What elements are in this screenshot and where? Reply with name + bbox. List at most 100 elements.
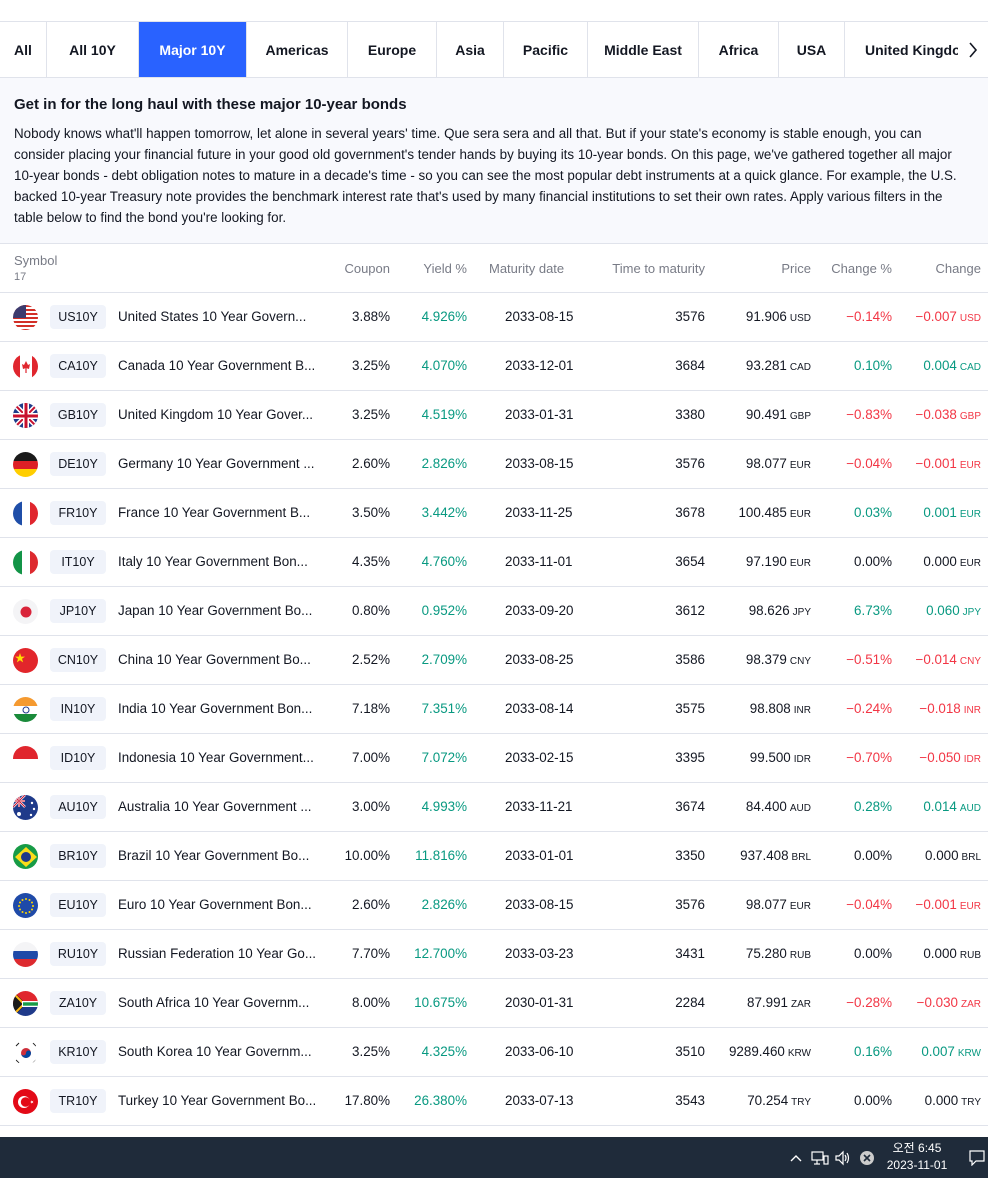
tab-europe[interactable]: Europe <box>348 22 437 77</box>
table-row[interactable]: CA10Y Canada 10 Year Government B... 3.25%… <box>0 342 988 391</box>
change-value: 0.014 <box>923 799 957 814</box>
tab-major-10y[interactable]: Major 10Y <box>139 22 247 77</box>
table-row[interactable]: AU10Y Australia 10 Year Government ... 3.0… <box>0 783 988 832</box>
yield-cell: 4.519% <box>421 407 467 422</box>
change-currency: EUR <box>959 901 981 912</box>
table-row[interactable]: EU10Y Euro 10 Year Government Bon... 2.60%… <box>0 881 988 930</box>
tab-africa[interactable]: Africa <box>699 22 779 77</box>
tabs-scroll-right-button[interactable] <box>958 21 988 78</box>
tab-all[interactable]: All <box>0 22 47 77</box>
symbol-badge[interactable]: JP10Y <box>50 599 106 623</box>
symbol-badge[interactable]: CN10Y <box>50 648 106 672</box>
network-icon[interactable] <box>810 1137 830 1178</box>
tab-americas[interactable]: Americas <box>247 22 348 77</box>
change-value: −0.030 <box>916 995 958 1010</box>
tab-all-10y[interactable]: All 10Y <box>47 22 139 77</box>
bond-name[interactable]: Canada 10 Year Government B... <box>118 358 316 373</box>
table-row[interactable]: DE10Y Germany 10 Year Government ... 2.60%… <box>0 440 988 489</box>
symbol-badge[interactable]: BR10Y <box>50 844 106 868</box>
za-flag-icon <box>13 991 38 1016</box>
table-row[interactable]: TR10Y Turkey 10 Year Government Bo... 17.8… <box>0 1077 988 1126</box>
header-symbol[interactable]: Symbol <box>14 253 58 268</box>
table-row[interactable]: IN10Y India 10 Year Government Bon... 7.18… <box>0 685 988 734</box>
symbol-badge[interactable]: GB10Y <box>50 403 106 427</box>
change-percent-cell: −0.04% <box>846 897 892 912</box>
symbol-badge[interactable]: FR10Y <box>50 501 106 525</box>
symbol-badge[interactable]: US10Y <box>50 305 106 329</box>
au-flag-icon <box>13 795 38 820</box>
coupon-cell: 3.25% <box>352 358 390 373</box>
id-flag-icon <box>13 746 38 771</box>
mute-x-icon[interactable] <box>857 1137 877 1178</box>
change-currency: INR <box>963 705 981 716</box>
header-coupon[interactable]: Coupon <box>344 261 390 276</box>
table-row[interactable]: KR10Y South Korea 10 Year Governm... 3.25%… <box>0 1028 988 1077</box>
price-value: 98.626 <box>748 603 790 618</box>
price-cell: 75.280 RUB <box>746 930 811 978</box>
notification-icon[interactable] <box>966 1137 988 1178</box>
bond-name[interactable]: Germany 10 Year Government ... <box>118 456 315 471</box>
symbol-badge[interactable]: IN10Y <box>50 697 106 721</box>
bond-name[interactable]: Australia 10 Year Government ... <box>118 799 312 814</box>
bond-name[interactable]: Japan 10 Year Government Bo... <box>118 603 313 618</box>
header-maturity-date[interactable]: Maturity date <box>489 261 565 276</box>
table-row[interactable]: GB10Y United Kingdom 10 Year Gover... 3.25… <box>0 391 988 440</box>
header-price[interactable]: Price <box>781 261 811 276</box>
symbol-badge[interactable]: ZA10Y <box>50 991 106 1015</box>
coupon-cell: 3.00% <box>352 799 390 814</box>
time-to-maturity-cell: 3431 <box>675 946 705 961</box>
bond-name[interactable]: South Korea 10 Year Governm... <box>118 1044 312 1059</box>
time-to-maturity-cell: 3678 <box>675 505 705 520</box>
symbol-badge[interactable]: DE10Y <box>50 452 106 476</box>
coupon-cell: 3.25% <box>352 1044 390 1059</box>
bond-name[interactable]: Turkey 10 Year Government Bo... <box>118 1093 317 1108</box>
bond-name[interactable]: Indonesia 10 Year Government... <box>118 750 314 765</box>
symbol-badge[interactable]: TR10Y <box>50 1089 106 1113</box>
table-row[interactable]: BR10Y Brazil 10 Year Government Bo... 10.0… <box>0 832 988 881</box>
bond-name[interactable]: United Kingdom 10 Year Gover... <box>118 407 314 422</box>
symbol-badge[interactable]: RU10Y <box>50 942 106 966</box>
tab-pacific[interactable]: Pacific <box>504 22 588 77</box>
yield-cell: 4.325% <box>421 1044 467 1059</box>
maturity-date-cell: 2033-11-21 <box>505 799 573 814</box>
coupon-cell: 7.70% <box>352 946 390 961</box>
table-row[interactable]: IT10Y Italy 10 Year Government Bon... 4.35… <box>0 538 988 587</box>
ru-flag-icon <box>13 942 38 967</box>
table-row[interactable]: ID10Y Indonesia 10 Year Government... 7.00… <box>0 734 988 783</box>
bond-name[interactable]: South Africa 10 Year Governm... <box>118 995 310 1010</box>
symbol-badge[interactable]: IT10Y <box>50 550 106 574</box>
symbol-badge[interactable]: CA10Y <box>50 354 106 378</box>
bond-name[interactable]: China 10 Year Government Bo... <box>118 652 311 667</box>
volume-icon[interactable] <box>833 1137 853 1178</box>
cn-flag-icon <box>13 648 38 673</box>
bond-name[interactable]: Russian Federation 10 Year Go... <box>118 946 317 961</box>
table-row[interactable]: FR10Y France 10 Year Government B... 3.50%… <box>0 489 988 538</box>
header-change[interactable]: Change <box>935 261 981 276</box>
header-yield[interactable]: Yield % <box>423 261 467 276</box>
table-row[interactable]: JP10Y Japan 10 Year Government Bo... 0.80%… <box>0 587 988 636</box>
header-change-percent[interactable]: Change % <box>831 261 892 276</box>
table-row[interactable]: RU10Y Russian Federation 10 Year Go... 7.7… <box>0 930 988 979</box>
tab-asia[interactable]: Asia <box>437 22 504 77</box>
bond-name[interactable]: France 10 Year Government B... <box>118 505 311 520</box>
table-row[interactable]: CN10Y China 10 Year Government Bo... 2.52%… <box>0 636 988 685</box>
symbol-badge[interactable]: KR10Y <box>50 1040 106 1064</box>
bond-name[interactable]: Brazil 10 Year Government Bo... <box>118 848 310 863</box>
clock[interactable]: 오전 6:45 2023-11-01 <box>874 1140 960 1174</box>
symbol-badge[interactable]: AU10Y <box>50 795 106 819</box>
table-row[interactable]: ZA10Y South Africa 10 Year Governm... 8.00… <box>0 979 988 1028</box>
symbol-badge[interactable]: ID10Y <box>50 746 106 770</box>
bond-name[interactable]: Euro 10 Year Government Bon... <box>118 897 312 912</box>
bond-name[interactable]: United States 10 Year Govern... <box>118 309 307 324</box>
tab-usa[interactable]: USA <box>779 22 845 77</box>
bond-name[interactable]: India 10 Year Government Bon... <box>118 701 313 716</box>
tab-middle-east[interactable]: Middle East <box>588 22 699 77</box>
chevron-up-icon[interactable] <box>787 1137 805 1178</box>
header-time-to-maturity[interactable]: Time to maturity <box>612 261 705 276</box>
change-percent-cell: −0.83% <box>846 407 892 422</box>
it-flag-icon <box>13 550 38 575</box>
bond-name[interactable]: Italy 10 Year Government Bon... <box>118 554 308 569</box>
symbol-badge[interactable]: EU10Y <box>50 893 106 917</box>
table-row[interactable]: US10Y United States 10 Year Govern... 3.88… <box>0 293 988 342</box>
price-currency: TRY <box>791 1097 811 1108</box>
